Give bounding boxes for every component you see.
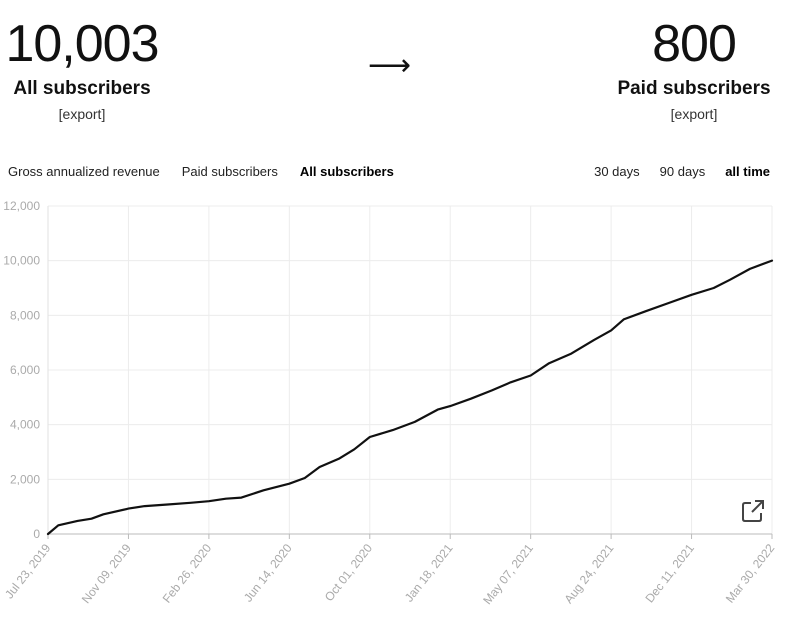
range-tabs: 30 days 90 days all time: [594, 164, 770, 179]
x-tick-label: Nov 09, 2019: [79, 541, 134, 606]
x-tick-label: May 07, 2021: [480, 541, 536, 607]
tab-30-days[interactable]: 30 days: [594, 164, 640, 179]
y-tick-label: 8,000: [10, 308, 40, 322]
paid-subscribers-count: 800: [652, 15, 737, 73]
y-tick-label: 12,000: [3, 199, 40, 213]
all-subscribers-series-line: [46, 259, 774, 536]
tab-paid-subscribers[interactable]: Paid subscribers: [181, 164, 278, 179]
x-tick-label: Jul 23, 2019: [2, 541, 53, 601]
y-tick-label: 2,000: [10, 472, 40, 486]
x-tick-label: Dec 11, 2021: [642, 541, 697, 605]
x-tick-label: Mar 30, 2022: [723, 541, 778, 606]
tab-gross-annualized-revenue[interactable]: Gross annualized revenue: [8, 164, 160, 179]
x-tick-label: Aug 24, 2021: [561, 541, 616, 606]
x-tick-label: Jan 18, 2021: [402, 541, 456, 605]
y-tick-label: 0: [33, 527, 40, 541]
subscribers-line-chart: 0 2,000 4,000 6,000 8,000 10,000 12,000 Jul 23,…: [2, 199, 778, 607]
tab-all-time[interactable]: all time: [725, 164, 770, 179]
y-tick-label: 6,000: [10, 363, 40, 377]
tab-90-days[interactable]: 90 days: [659, 164, 706, 179]
y-tick-label: 4,000: [10, 418, 40, 432]
all-subscribers-stat: 10,003 All subscribers [export]: [4, 18, 160, 122]
paid-subscribers-label: Paid subscribers: [617, 78, 771, 99]
x-tick-label: Feb 26, 2020: [160, 541, 215, 606]
arrow-icon: ⟶: [368, 49, 412, 82]
paid-subscribers-stat: 800 Paid subscribers [export]: [606, 18, 782, 122]
all-subscribers-count: 10,003: [5, 15, 159, 73]
tab-all-subscribers[interactable]: All subscribers: [299, 164, 394, 179]
x-tick-label: Jun 14, 2020: [241, 541, 295, 605]
metric-tabs: Gross annualized revenue Paid subscriber…: [8, 164, 394, 179]
paid-subscribers-export-link[interactable]: [export]: [670, 106, 718, 122]
y-tick-label: 10,000: [3, 254, 40, 268]
all-subscribers-export-link[interactable]: [export]: [58, 106, 106, 122]
external-link-icon[interactable]: [740, 498, 766, 524]
all-subscribers-label: All subscribers: [13, 78, 151, 99]
x-tick-label: Oct 01, 2020: [322, 541, 376, 604]
